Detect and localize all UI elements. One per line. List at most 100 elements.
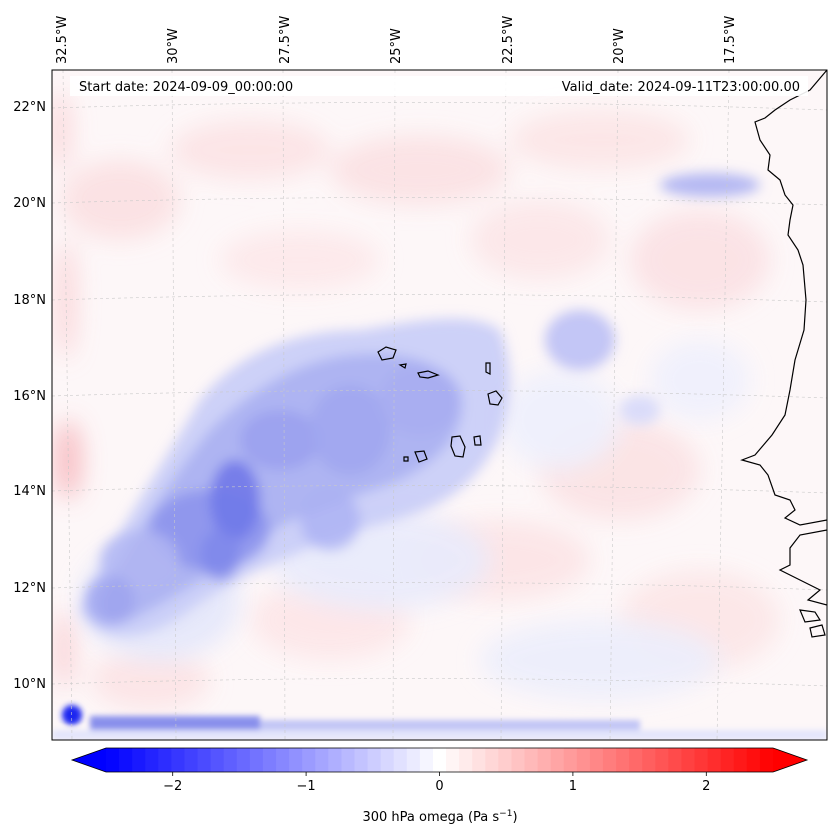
meridian-17-5w (716, 70, 730, 740)
colorbar: −2 −1 0 1 2 300 hPa omega (Pa s−1) (70, 747, 809, 825)
island-sal (485, 362, 491, 375)
colorbar-cell (119, 748, 133, 772)
colorbar-cell (472, 748, 486, 772)
meridian-22-5w (500, 70, 507, 740)
colorbar-cell (550, 748, 565, 772)
island-maio (473, 435, 482, 446)
colorbar-cell (197, 748, 212, 772)
colorbar-label-main: 300 hPa omega (Pa s (362, 810, 499, 825)
boundary-band (52, 705, 827, 740)
parallel-16n (52, 390, 827, 399)
lat-label: 22°N (13, 100, 46, 115)
colorbar-cell (406, 748, 421, 772)
parallel-10n (52, 678, 827, 687)
colorbar-cell (681, 748, 696, 772)
colorbar-cell (393, 748, 408, 772)
colorbar-cell (328, 748, 343, 772)
colorbar-cell (236, 748, 251, 772)
meridian-32-5w (62, 70, 73, 740)
lat-label: 18°N (13, 293, 46, 308)
colorbar-cell (707, 748, 722, 772)
colorbar-label-end: ) (512, 810, 517, 825)
colorbar-cell (184, 748, 199, 772)
colorbar-cell (694, 748, 709, 772)
bijagos-islands (799, 609, 826, 638)
colorbar-tick-label: 2 (702, 779, 710, 794)
colorbar-cell (106, 748, 120, 772)
colorbar-cell (733, 748, 748, 772)
colorbar-cell (223, 748, 238, 772)
colorbar-cell (380, 748, 395, 772)
colorbar-cells (106, 748, 774, 772)
island-fogo (414, 450, 428, 463)
parallel-20n (52, 197, 827, 206)
colorbar-label: 300 hPa omega (Pa s−1) (362, 809, 517, 825)
colorbar-ticks: −2 −1 0 1 2 (163, 772, 710, 794)
colorbar-extend-min (72, 748, 106, 772)
colorbar-cell (589, 748, 604, 772)
lon-label: 27.5°W (278, 16, 293, 64)
map-area: Start date: 2024-09-09_00:00:00 Valid_da… (52, 70, 827, 740)
colorbar-cell (537, 748, 552, 772)
parallel-18n (52, 294, 827, 303)
colorbar-cell (616, 748, 630, 772)
colorbar-cell (132, 748, 146, 772)
colorbar-cell (668, 748, 683, 772)
island-santo-antao (377, 346, 397, 361)
colorbar-tick-label: 1 (569, 779, 577, 794)
lon-label: 17.5°W (723, 16, 738, 64)
colorbar-cell (249, 748, 264, 772)
colorbar-cell (419, 748, 434, 772)
colorbar-cell (315, 748, 329, 772)
colorbar-cell (563, 748, 578, 772)
parallel-14n (52, 485, 827, 494)
island-sao-nicolau (417, 370, 440, 379)
colorbar-cell (276, 748, 290, 772)
meridian-25w (392, 70, 396, 740)
colorbar-cell (341, 748, 356, 772)
negative-omega-field (80, 173, 760, 637)
colorbar-cell (302, 748, 316, 772)
lon-label: 30°W (166, 28, 181, 64)
lat-label: 12°N (13, 581, 46, 596)
parallel-22n (52, 102, 827, 111)
graticule (52, 70, 827, 740)
colorbar-cell (746, 748, 761, 772)
colorbar-cell (446, 748, 460, 772)
island-boa-vista (487, 390, 503, 406)
lon-label: 25°W (389, 28, 404, 64)
date-banner (70, 76, 808, 96)
colorbar-cell (354, 748, 369, 772)
colorbar-cell (171, 748, 186, 772)
meridian-20w (609, 70, 619, 740)
colorbar-cell (524, 748, 539, 772)
colorbar-cell (720, 748, 735, 772)
colorbar-cell (459, 748, 473, 772)
coastlines (377, 70, 827, 638)
colorbar-cell (759, 748, 774, 772)
start-date-label: Start date: 2024-09-09_00:00:00 (79, 80, 293, 95)
colorbar-label-exponent: −1 (499, 809, 512, 819)
colorbar-cell (629, 748, 643, 772)
colorbar-cell (642, 748, 656, 772)
lon-label: 22.5°W (501, 16, 516, 64)
colorbar-cell (498, 748, 513, 772)
longitude-labels: 32.5°W 30°W 27.5°W 25°W 22.5°W 20°W 17.5… (55, 16, 738, 64)
colorbar-tick-label: 0 (435, 779, 443, 794)
colorbar-cell (367, 748, 382, 772)
lat-label: 16°N (13, 389, 46, 404)
colorbar-cell (485, 748, 499, 772)
colorbar-tick-label: −2 (163, 779, 182, 794)
parallel-12n (52, 582, 827, 591)
colorbar-cell (262, 748, 277, 772)
colorbar-cell (432, 748, 447, 772)
colorbar-cell (602, 748, 617, 772)
meridian-27-5w (282, 70, 286, 740)
colorbar-cell (145, 748, 159, 772)
africa-coastline-south (778, 529, 827, 606)
latitude-labels: 22°N 20°N 18°N 16°N 14°N 12°N 10°N (13, 100, 46, 692)
africa-coastline (740, 70, 827, 526)
map-frame (51, 69, 828, 741)
valid-date-label: Valid_date: 2024-09-11T23:00:00.00 (562, 80, 800, 95)
island-santiago (450, 435, 466, 458)
